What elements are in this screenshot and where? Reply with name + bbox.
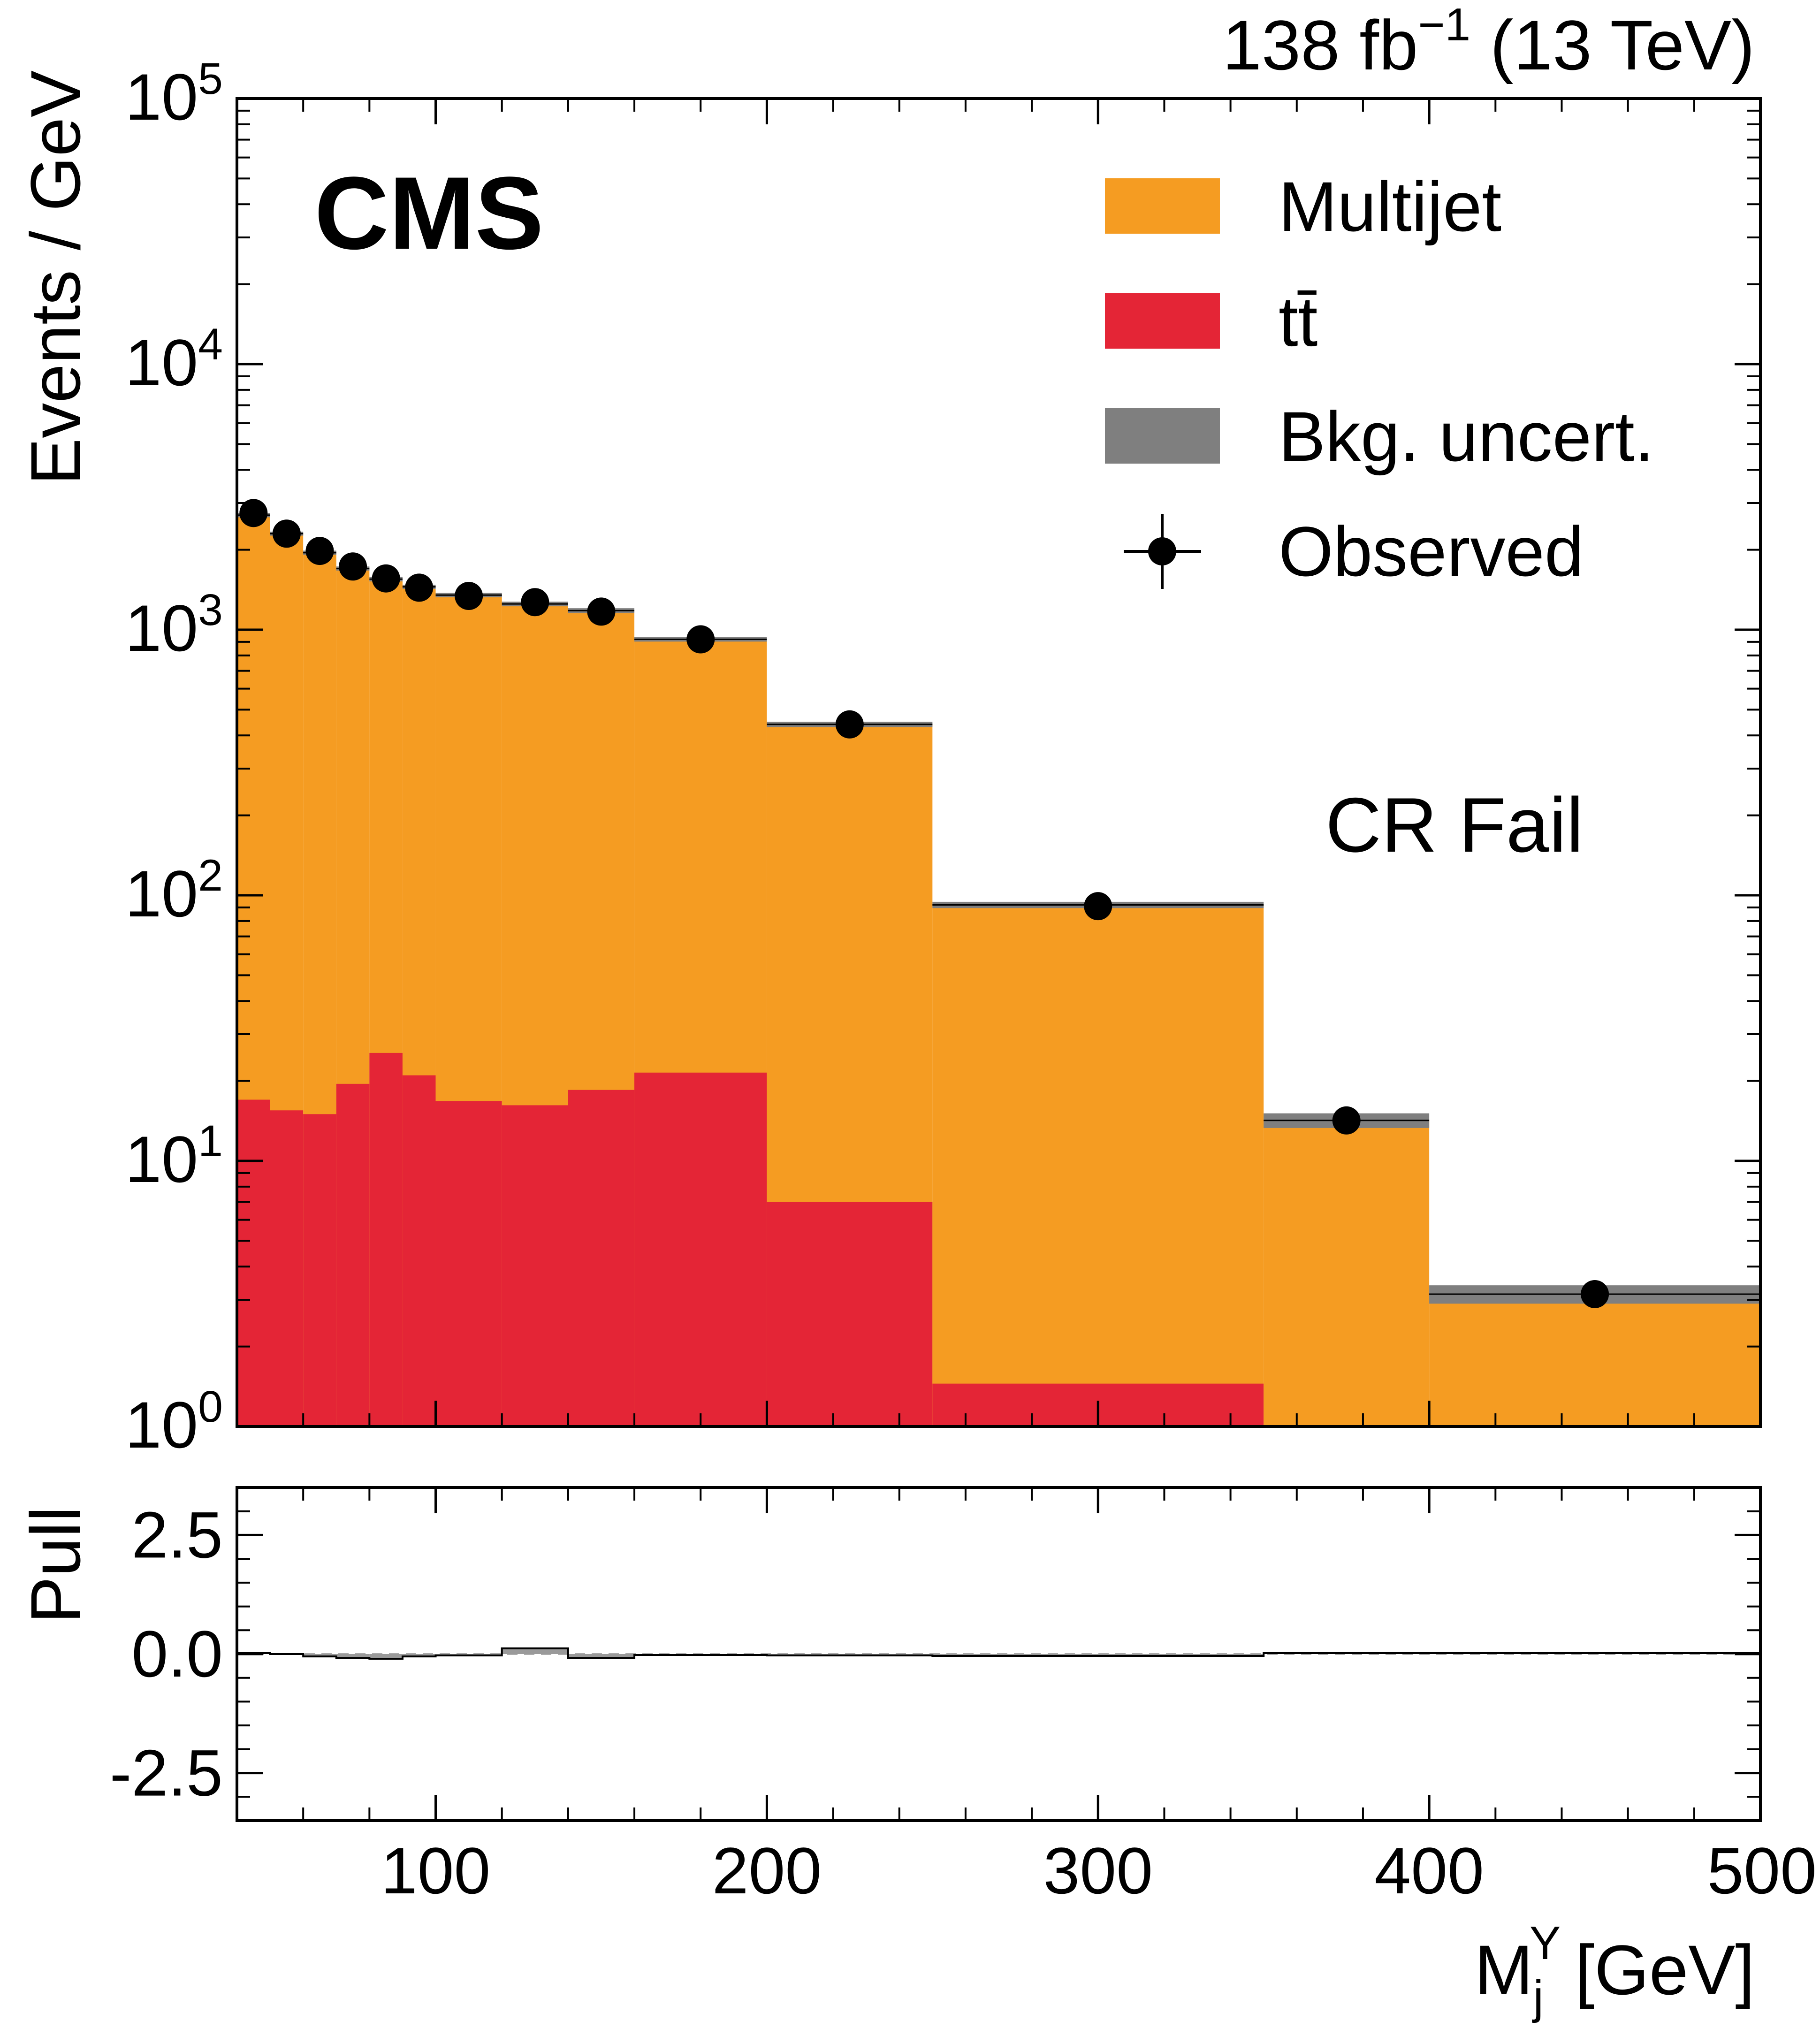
legend-swatch [1105,408,1220,464]
legend-marker-dot [1148,537,1176,565]
observed-point [305,537,334,565]
legend-swatch [1105,178,1220,234]
pull-axis-label: Pull [16,1506,95,1624]
pull-bar [502,1648,568,1654]
pull-y-tick-label: -2.5 [110,1736,223,1810]
ttbar-bar [303,1114,336,1426]
y-tick-base: 10 [125,1122,198,1196]
observed-point [521,588,549,617]
main-plot-layer [237,499,1760,1426]
ttbar-bar [435,1101,502,1426]
y-tick-base: 10 [125,326,198,399]
pull-panel: 2.5 0.0 -2.5 100 200 300 400 500 Pull MjY [GeV] [16,1486,1817,2023]
pull-y-tick-labels: 2.5 0.0 -2.5 [110,1498,223,1809]
ttbar-bar [767,1202,933,1426]
luminosity-label: 138 fb−1 (13 TeV) [1222,0,1755,84]
y-tick-label: 104 [125,320,223,399]
y-tick-base: 10 [125,591,198,665]
observed-point [372,564,400,593]
x-tick-label: 100 [381,1834,491,1907]
x-tick-label: 300 [1043,1834,1153,1907]
main-axis-ticks [236,97,1762,1428]
x-tick-labels: 100 200 300 400 500 [381,1834,1817,1907]
lumi-energy: (13 TeV) [1470,6,1755,84]
x-tick-label: 500 [1707,1834,1817,1907]
observed-point [1084,892,1112,921]
y-tick-exponent: 0 [198,1382,223,1432]
legend-label: Multijet [1279,167,1501,246]
ttbar-bar [336,1083,370,1426]
y-tick-exponent: 1 [198,1116,223,1166]
legend-label: tt̄ [1279,282,1317,361]
x-axis-label-sub: j [1532,1971,1544,2023]
observed-point [587,597,616,626]
pull-y-tick-label: 2.5 [131,1498,223,1571]
pull-plot-layer [237,1647,1760,1660]
ttbar-bar [237,1099,270,1426]
x-axis-label-unit: [GeV] [1575,1930,1755,2009]
x-axis-label: MjY [GeV] [1475,1917,1755,2023]
ttbar-bar [270,1110,304,1426]
y-axis-label: Events / GeV [16,70,95,485]
legend-label: Bkg. uncert. [1279,397,1654,476]
observed-point [272,519,301,548]
y-tick-exponent: 3 [198,585,223,635]
pull-bar [568,1654,635,1658]
y-tick-exponent: 5 [198,54,223,104]
ttbar-bar [502,1105,568,1426]
observed-point [455,582,483,610]
y-tick-base: 10 [125,60,198,134]
ttbar-bar [402,1075,436,1426]
pull-bar [303,1654,336,1657]
pull-plot-frame [236,1486,1762,1822]
multijet-bar [932,905,1264,1426]
y-tick-exponent: 2 [198,851,223,900]
y-tick-base: 10 [125,1388,198,1462]
observed-point [339,552,367,581]
pull-bar [932,1654,1264,1656]
region-label: CR Fail [1325,782,1584,868]
observed-point [835,710,864,739]
legend-label: Observed [1279,512,1584,591]
experiment-label: CMS [314,155,544,271]
legend-swatch [1105,293,1220,349]
pull-bar [402,1654,436,1657]
observed-point [1332,1106,1361,1135]
x-axis-label-sup: Y [1530,1917,1561,1969]
pull-outline [237,1647,1760,1660]
multijet-bar [1429,1294,1760,1426]
y-tick-base: 10 [125,857,198,930]
y-tick-label: 105 [125,54,223,134]
lumi-value: 138 fb [1222,6,1418,84]
observed-point [686,625,715,654]
lumi-exponent: −1 [1418,0,1470,50]
y-tick-label: 100 [125,1382,223,1462]
y-tick-label: 103 [125,585,223,665]
x-axis-label-main: M [1475,1930,1533,2009]
pull-y-tick-label: 0.0 [131,1617,223,1691]
x-tick-label: 400 [1374,1834,1484,1907]
pull-bar [336,1654,370,1658]
x-tick-label: 200 [712,1834,822,1907]
observed-point [239,499,268,527]
ttbar-bar [568,1090,635,1426]
pull-bar [369,1654,403,1659]
legend: Multijet tt̄ Bkg. uncert. Observed [1105,167,1654,591]
observed-point [405,573,434,602]
y-tick-exponent: 4 [198,320,223,369]
y-tick-label: 101 [125,1116,223,1196]
ttbar-bar [634,1072,767,1426]
y-tick-label: 102 [125,851,223,930]
ttbar-bar [369,1052,403,1426]
main-plot-frame [236,97,1762,1428]
observed-point [1581,1280,1609,1308]
multijet-bar [1264,1120,1430,1426]
